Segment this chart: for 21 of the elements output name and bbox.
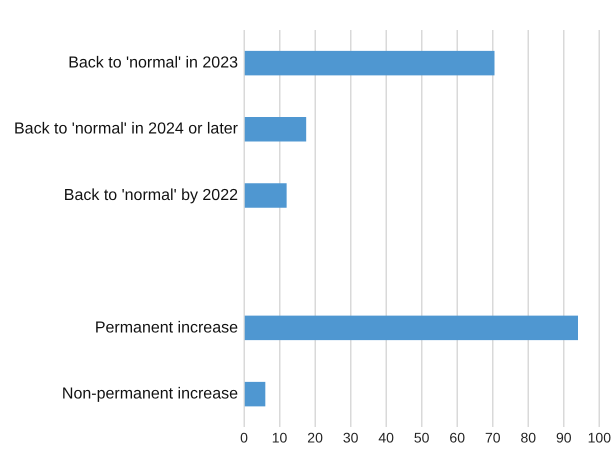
x-tick-label: 90	[556, 429, 572, 446]
x-tick-label: 100	[588, 429, 612, 446]
x-tick-label: 50	[414, 429, 430, 446]
x-tick-label: 60	[449, 429, 466, 446]
bar	[244, 382, 266, 406]
y-tick-label: Back to 'normal' in 2024 or later	[14, 120, 239, 138]
bar	[244, 117, 306, 142]
bar	[244, 50, 494, 76]
y-tick-label: Back to 'normal' in 2023	[68, 54, 238, 72]
x-tick-label: 70	[484, 429, 501, 446]
y-tick-label: Non-permanent increase	[62, 386, 238, 403]
bar	[244, 183, 287, 208]
x-tick-label: 10	[272, 429, 288, 446]
x-tick-label: 30	[342, 429, 359, 446]
x-tick-label: 40	[378, 429, 394, 446]
x-tick-label: 20	[307, 429, 324, 446]
y-tick-label: Permanent increase	[94, 319, 238, 336]
x-tick-label: 0	[240, 429, 248, 446]
x-tick-label: 80	[520, 429, 536, 446]
bar	[244, 316, 578, 340]
y-tick-label: Back to 'normal' by 2022	[64, 186, 238, 204]
